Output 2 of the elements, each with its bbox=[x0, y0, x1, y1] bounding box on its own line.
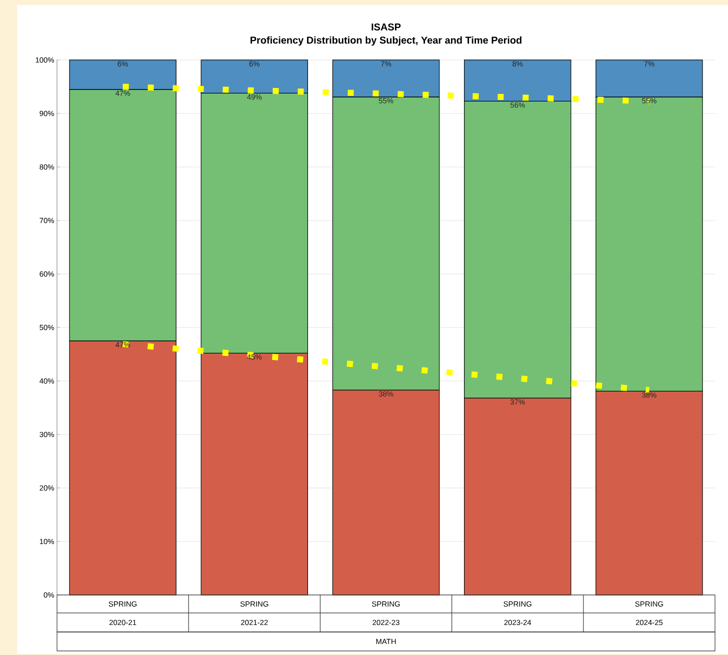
chart-title: ISASP bbox=[372, 23, 401, 31]
chart-subtitle: Proficiency Distribution by Subject, Year and Time Period bbox=[250, 36, 522, 46]
